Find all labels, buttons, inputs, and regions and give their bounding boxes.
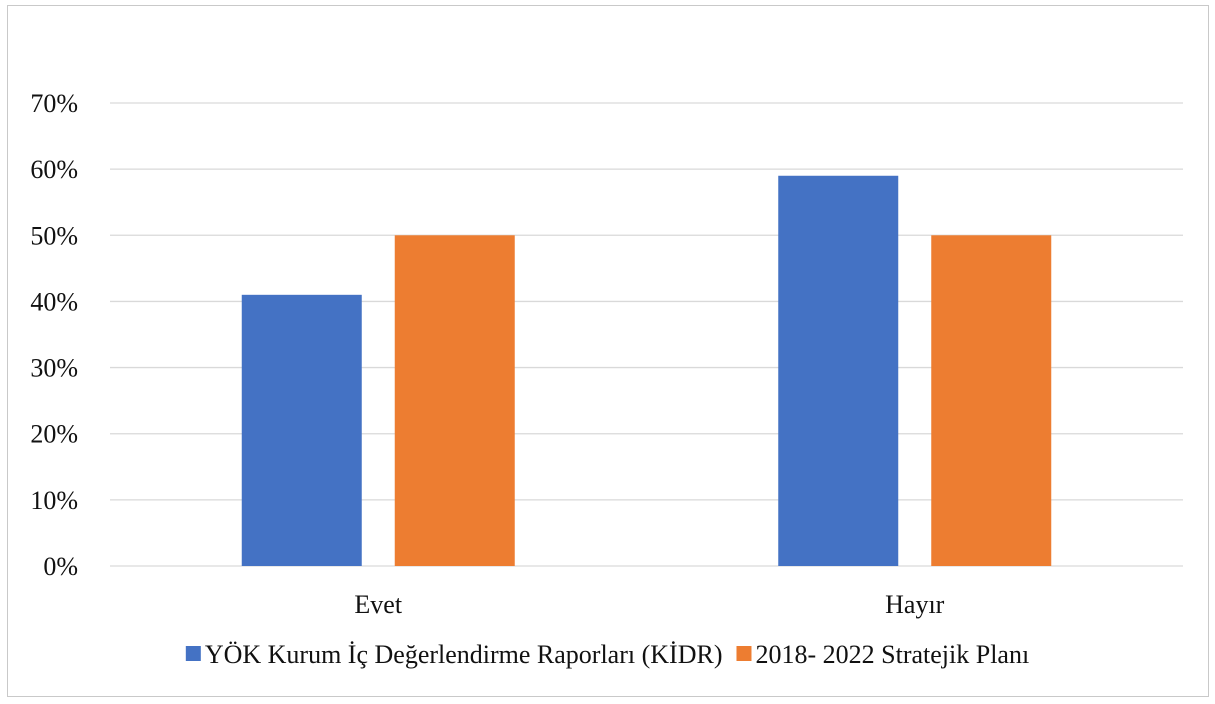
y-tick-label: 20% [30, 420, 78, 449]
legend-label: YÖK Kurum İç Değerlendirme Raporları (Kİ… [205, 640, 723, 669]
y-tick-label: 30% [30, 354, 78, 383]
y-axis-tick-labels: 0% 10% 20% 30% 40% 50% 60% 70% [30, 89, 78, 581]
legend-swatch-series-2 [736, 646, 752, 661]
y-tick-label: 70% [30, 89, 78, 118]
bar-evet-series-2 [394, 235, 515, 567]
bars [241, 175, 1052, 567]
y-tick-label: 40% [30, 287, 78, 316]
legend-swatch-series-1 [185, 646, 201, 661]
x-category-label: Evet [354, 590, 402, 619]
y-tick-label: 10% [30, 486, 78, 515]
legend: YÖK Kurum İç Değerlendirme Raporları (Kİ… [185, 640, 1029, 669]
y-tick-label: 50% [30, 221, 78, 250]
bar-evet-series-1 [241, 294, 362, 566]
y-tick-label: 60% [30, 155, 78, 184]
bar-hayır-series-1 [778, 175, 899, 566]
x-axis-category-labels: Evet Hayır [354, 590, 944, 619]
bar-hayır-series-2 [931, 235, 1052, 567]
y-tick-label: 0% [43, 552, 78, 581]
legend-label: 2018- 2022 Stratejik Planı [755, 640, 1029, 669]
x-category-label: Hayır [885, 590, 945, 619]
